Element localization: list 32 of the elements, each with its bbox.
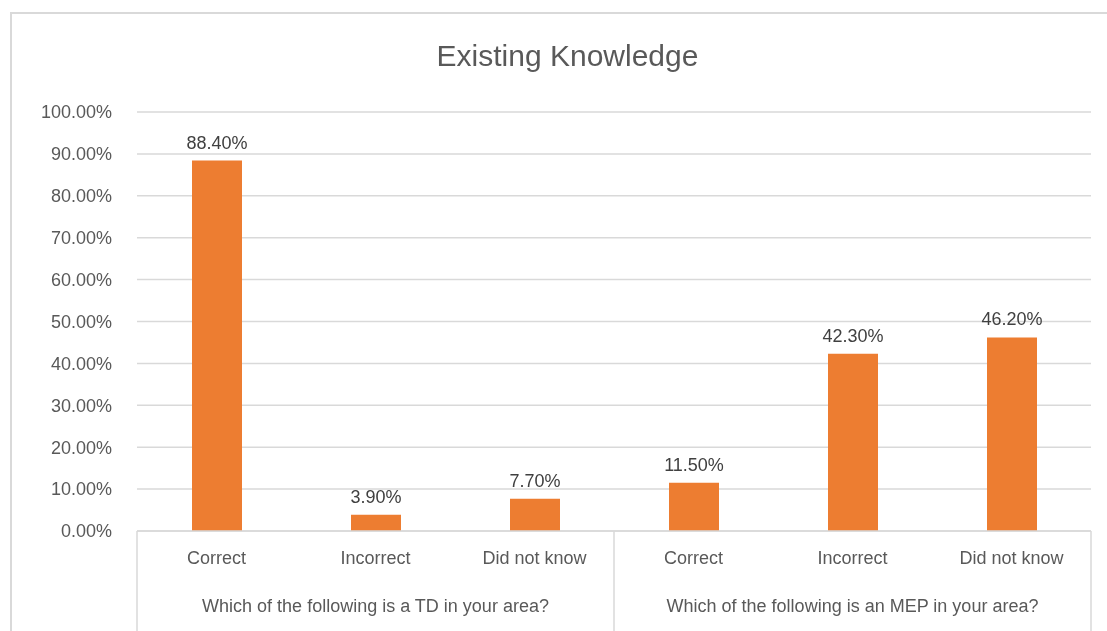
y-tick-label: 50.00% bbox=[50, 311, 112, 332]
text: Which of the following is a TD in your area? bbox=[201, 595, 550, 617]
data-label: 46.20% bbox=[981, 309, 1043, 330]
x-tick-label: Did not know bbox=[482, 547, 588, 568]
data-label: 11.50% bbox=[664, 454, 724, 475]
y-tick-label: 90.00% bbox=[50, 144, 112, 165]
x-tick-label: Correct bbox=[663, 547, 724, 568]
y-tick-label: 0.00% bbox=[60, 521, 112, 542]
bar bbox=[510, 498, 560, 531]
x-tick-label: Incorrect bbox=[817, 547, 888, 568]
y-tick-label: 10.00% bbox=[50, 479, 112, 500]
x-tick-label: Incorrect bbox=[340, 547, 411, 568]
data-label: 42.30% bbox=[822, 325, 884, 346]
chart-title: Existing Knowledge bbox=[435, 38, 700, 74]
bar bbox=[669, 482, 719, 531]
bar bbox=[828, 353, 878, 531]
data-label: 3.90% bbox=[350, 486, 402, 507]
y-tick-label: 40.00% bbox=[50, 353, 112, 374]
bar bbox=[987, 337, 1037, 531]
y-tick-label: 20.00% bbox=[50, 437, 112, 458]
y-tick-label: 70.00% bbox=[50, 228, 112, 249]
y-tick-label: 60.00% bbox=[50, 269, 112, 290]
y-tick-label: 80.00% bbox=[50, 186, 112, 207]
bar bbox=[192, 160, 242, 531]
y-tick-label: 30.00% bbox=[50, 395, 112, 416]
y-tick-label: 100.00% bbox=[40, 102, 112, 123]
data-label: 7.70% bbox=[509, 470, 561, 491]
x-tick-label: Did not know bbox=[959, 547, 1065, 568]
data-label: 88.40% bbox=[186, 132, 248, 153]
bar bbox=[351, 514, 401, 531]
text: Which of the following is an MEP in your area? bbox=[665, 595, 1040, 617]
x-tick-label: Correct bbox=[186, 547, 247, 568]
